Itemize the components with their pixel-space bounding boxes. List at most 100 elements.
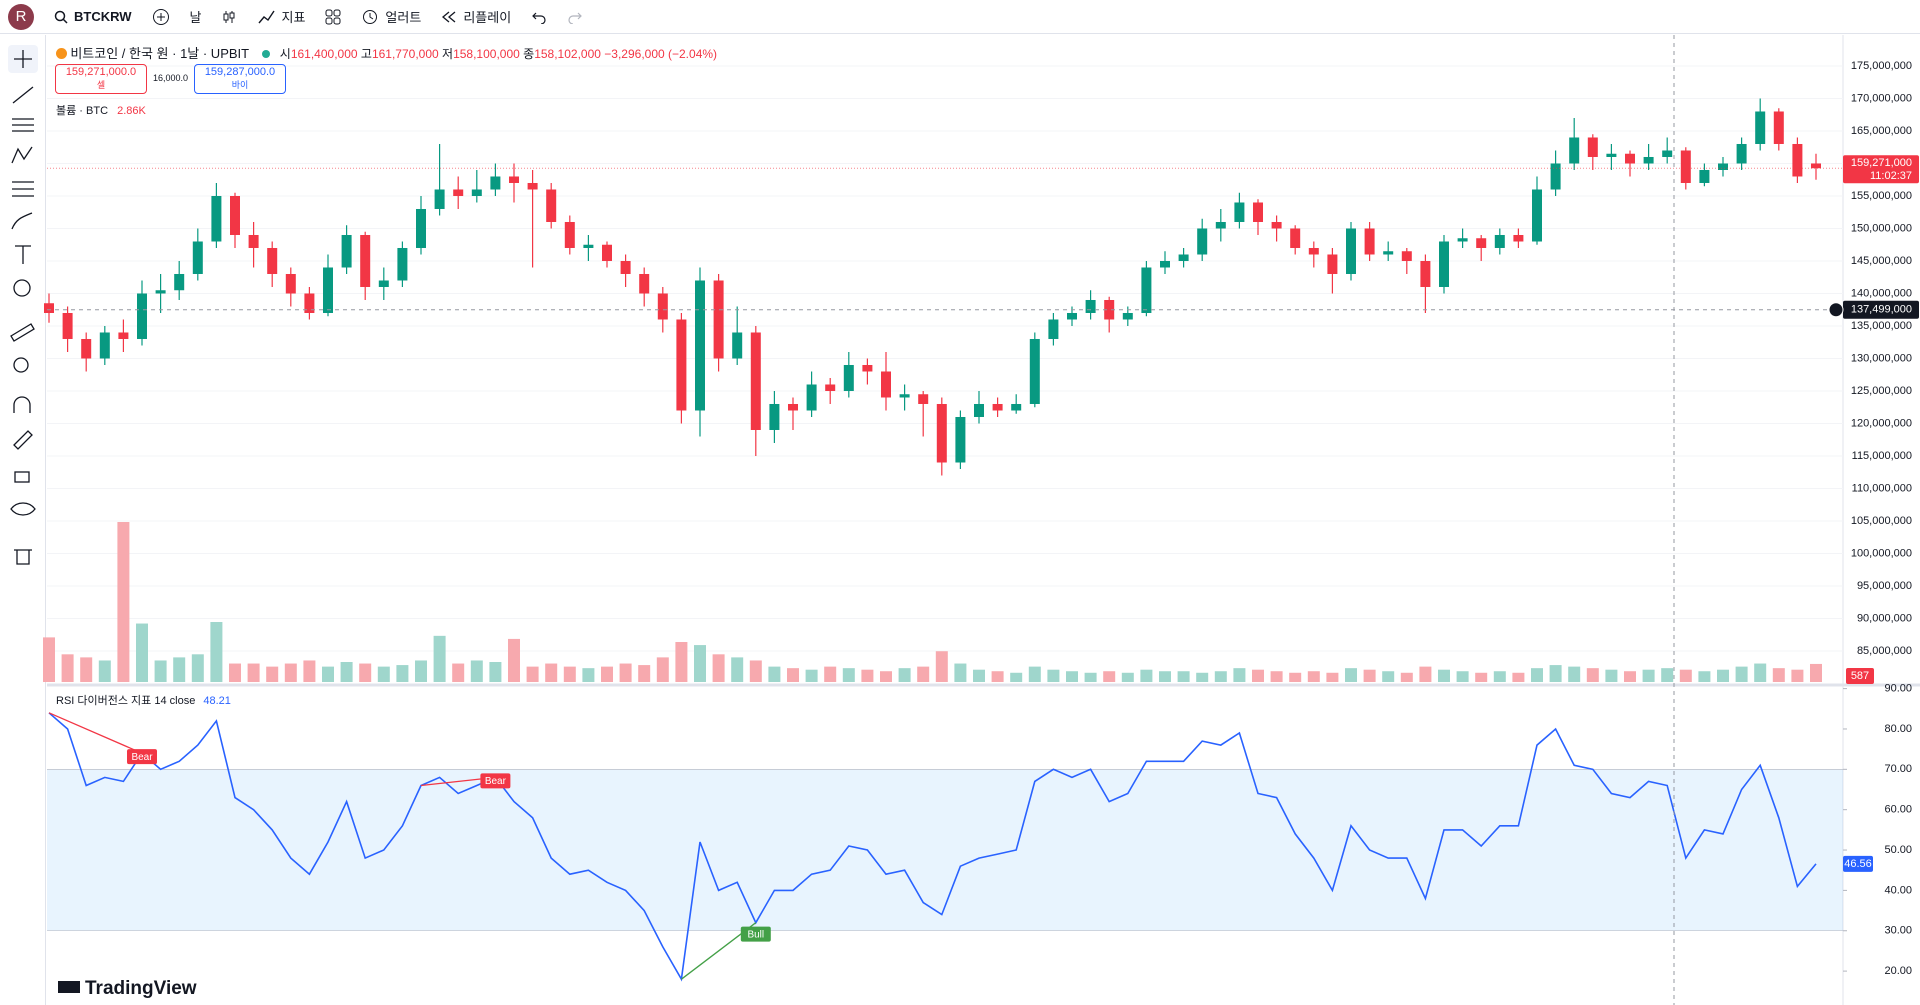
volume-bar bbox=[582, 668, 595, 682]
volume-bar bbox=[1066, 671, 1078, 682]
y-tick-label: 130,000,000 bbox=[1851, 352, 1912, 364]
volume-bar bbox=[1717, 669, 1729, 682]
buy-label: 바이 bbox=[231, 80, 249, 90]
interval[interactable]: 날 bbox=[190, 7, 202, 26]
avatar[interactable]: R bbox=[8, 3, 34, 30]
close-label: 종 bbox=[523, 47, 535, 61]
crosshair-plus-button[interactable] bbox=[1828, 302, 1844, 318]
y-tick-label: 165,000,000 bbox=[1851, 125, 1912, 137]
indicators-icon bbox=[257, 10, 275, 23]
rsi-legend: RSI 다이버전스 지표 14 close 48.21 bbox=[56, 692, 231, 708]
brush-tool[interactable] bbox=[11, 212, 33, 230]
alert-icon bbox=[363, 9, 378, 24]
y-tick-label: 115,000,000 bbox=[1852, 450, 1912, 462]
replay[interactable]: 리플레이 bbox=[441, 7, 511, 26]
divergence-tag bbox=[480, 773, 511, 789]
candle-body bbox=[1085, 299, 1096, 313]
volume-bar bbox=[619, 663, 632, 682]
candle-body bbox=[862, 364, 873, 372]
volume-bar bbox=[973, 669, 985, 682]
volume-bar bbox=[489, 662, 502, 682]
candle-body bbox=[285, 273, 296, 294]
symbol: BTCKRW bbox=[74, 9, 132, 24]
candle-body bbox=[378, 280, 389, 287]
visibility-tool[interactable] bbox=[10, 502, 36, 516]
emoji-tool[interactable] bbox=[13, 279, 31, 297]
volume-bar bbox=[452, 663, 465, 682]
volume-bar bbox=[1772, 668, 1785, 682]
indicators[interactable]: 지표 bbox=[257, 7, 305, 26]
volume-bar bbox=[377, 666, 390, 682]
projection-tool[interactable] bbox=[12, 181, 34, 197]
volume-legend: 볼륨 · BTC 2.86K bbox=[56, 102, 146, 118]
candle-body bbox=[1178, 254, 1189, 261]
candle-body bbox=[137, 293, 147, 339]
trendline-tool[interactable] bbox=[12, 86, 34, 104]
candle-body bbox=[992, 403, 1003, 411]
chart-type[interactable] bbox=[222, 9, 238, 25]
divergence-tag bbox=[127, 749, 157, 765]
y-tick-label: 100,000,000 bbox=[1851, 547, 1912, 559]
candle-body bbox=[267, 247, 278, 274]
sell-button[interactable]: 159,271,000.0 셀 bbox=[55, 64, 147, 94]
crosshair-tool[interactable] bbox=[8, 45, 38, 73]
y-tick-label: 155,000,000 bbox=[1851, 190, 1912, 202]
volume-bar bbox=[396, 665, 409, 682]
watermark-text: TradingView bbox=[85, 978, 197, 999]
volume-bar bbox=[1196, 672, 1209, 682]
volume-bar bbox=[508, 638, 520, 682]
y-tick-label: 50.00 bbox=[1884, 844, 1912, 856]
volume-bar bbox=[898, 668, 911, 682]
undo[interactable] bbox=[531, 10, 547, 24]
volume-value: 2.86K bbox=[117, 105, 146, 117]
rsi-title: RSI 다이버전스 지표 14 close bbox=[56, 695, 196, 707]
y-tick-label: 40.00 bbox=[1884, 884, 1912, 896]
compare[interactable] bbox=[152, 8, 170, 26]
buy-button[interactable]: 159,287,000.0 바이 bbox=[194, 64, 286, 94]
volume-bar bbox=[1568, 666, 1581, 682]
candle-body bbox=[1122, 312, 1133, 320]
magnet-tool[interactable] bbox=[13, 396, 31, 413]
candle-body bbox=[1606, 153, 1617, 157]
rsi-tag-label: 46.56 bbox=[1844, 858, 1872, 870]
delete-tool[interactable] bbox=[14, 549, 32, 565]
symbol-search[interactable]: BTCKRW bbox=[54, 9, 132, 24]
lock-tool[interactable] bbox=[14, 471, 30, 483]
ruler-tool[interactable] bbox=[10, 323, 35, 342]
alerts[interactable]: 얼러트 bbox=[361, 7, 421, 26]
candle-body bbox=[1625, 153, 1635, 164]
text-tool[interactable] bbox=[15, 245, 31, 264]
candle-body bbox=[1662, 150, 1673, 157]
redo[interactable] bbox=[567, 10, 583, 24]
rsi-line bbox=[48, 712, 1817, 982]
candle-body bbox=[155, 290, 166, 294]
high-value: 161,770,000 bbox=[371, 47, 439, 61]
y-tick-label: 95,000,000 bbox=[1857, 580, 1912, 592]
candle-body bbox=[360, 234, 371, 287]
pattern-tool[interactable] bbox=[11, 146, 33, 164]
volume-bar bbox=[1345, 668, 1357, 682]
candle-body bbox=[1141, 267, 1152, 313]
y-tick-label: 80.00 bbox=[1884, 723, 1912, 735]
candle-body bbox=[118, 332, 129, 339]
candle-body bbox=[1736, 143, 1747, 164]
volume-bar bbox=[1493, 671, 1506, 682]
layouts[interactable] bbox=[325, 9, 341, 25]
volume-bar bbox=[1679, 669, 1692, 682]
lock-drawings-tool[interactable] bbox=[13, 430, 33, 450]
candle-body bbox=[713, 280, 724, 359]
volume-bar bbox=[1586, 668, 1599, 682]
y-tick-label: 105,000,000 bbox=[1851, 515, 1912, 527]
volume-bar bbox=[1791, 669, 1804, 682]
y-tick-label: 125,000,000 bbox=[1851, 385, 1912, 397]
divergence-line bbox=[48, 712, 143, 754]
volume-bar bbox=[1400, 672, 1413, 682]
volume-bar bbox=[712, 654, 725, 682]
sell-price: 159,271,000.0 bbox=[65, 66, 137, 78]
volume-title: 볼륨 · BTC bbox=[56, 105, 109, 117]
candle-body bbox=[1699, 169, 1710, 183]
zoom-tool[interactable] bbox=[13, 357, 29, 373]
volume-bar bbox=[1326, 672, 1339, 682]
candle-body bbox=[955, 416, 966, 463]
fib-tool[interactable] bbox=[12, 118, 34, 132]
